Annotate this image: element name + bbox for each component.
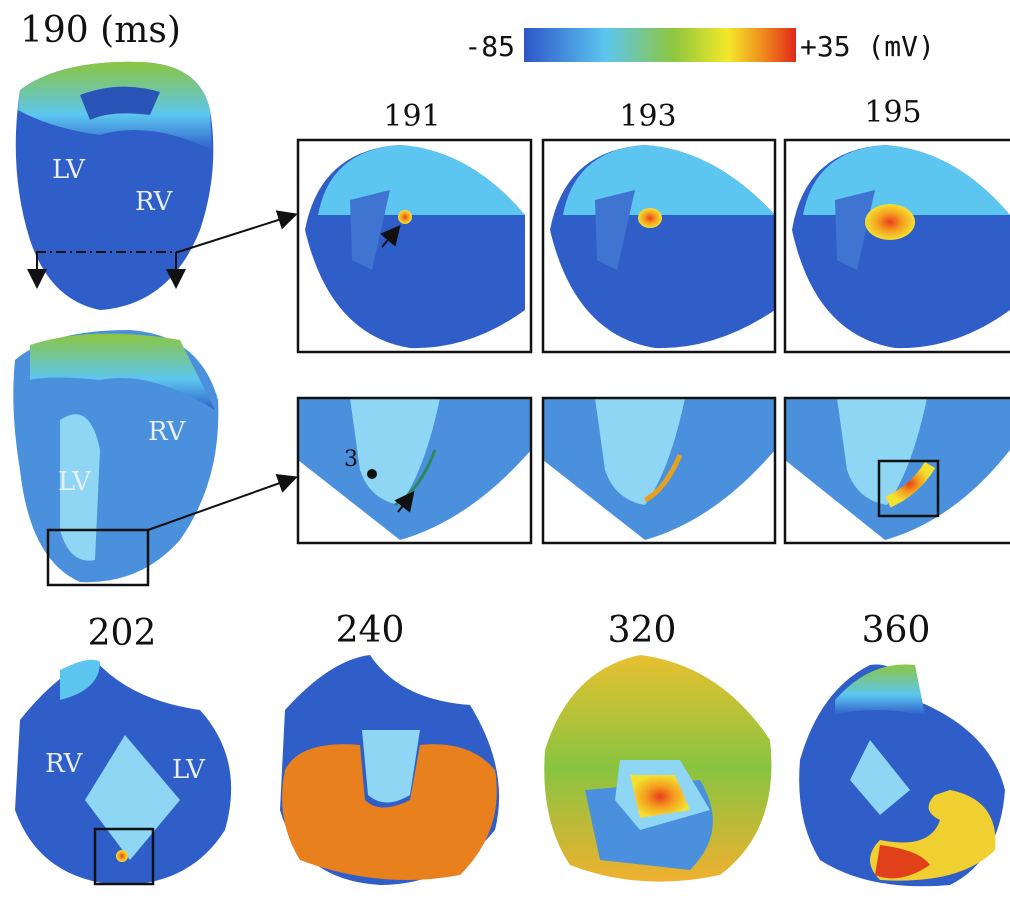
- region-label: RV: [45, 749, 84, 779]
- apex-view: [544, 655, 771, 882]
- apex-panel: 3: [298, 398, 531, 543]
- apex-panel: [543, 398, 775, 543]
- colorbar-min: -85: [464, 30, 515, 63]
- slice-panel: [785, 140, 1010, 352]
- time-label: 360: [862, 610, 931, 651]
- time-label: 202: [88, 613, 157, 654]
- point-label: 3: [344, 447, 358, 472]
- time-label: 320: [608, 610, 677, 651]
- time-label: 240: [336, 610, 405, 651]
- slice-panel: [298, 140, 531, 352]
- apex-view: [799, 664, 1005, 886]
- region-label: LV: [52, 155, 86, 185]
- time-label: 195: [864, 95, 921, 130]
- apex-view: [280, 655, 499, 885]
- colorbar: [524, 28, 796, 62]
- apex-panel: [785, 398, 1010, 543]
- region-label: RV: [135, 187, 174, 217]
- region-label: LV: [58, 467, 92, 497]
- region-label: RV: [148, 417, 187, 447]
- slice-panel: [543, 140, 775, 352]
- apex-view: RV LV: [15, 660, 231, 885]
- figure: 190 (ms) -85 +35 (mV) LV RV 191 193 195 …: [0, 0, 1010, 898]
- time-label: 193: [619, 99, 676, 134]
- region-label: LV: [172, 755, 206, 785]
- colorbar-max: +35 (mV): [800, 30, 935, 63]
- time-label: 191: [383, 99, 440, 134]
- time-label: 190 (ms): [20, 10, 181, 51]
